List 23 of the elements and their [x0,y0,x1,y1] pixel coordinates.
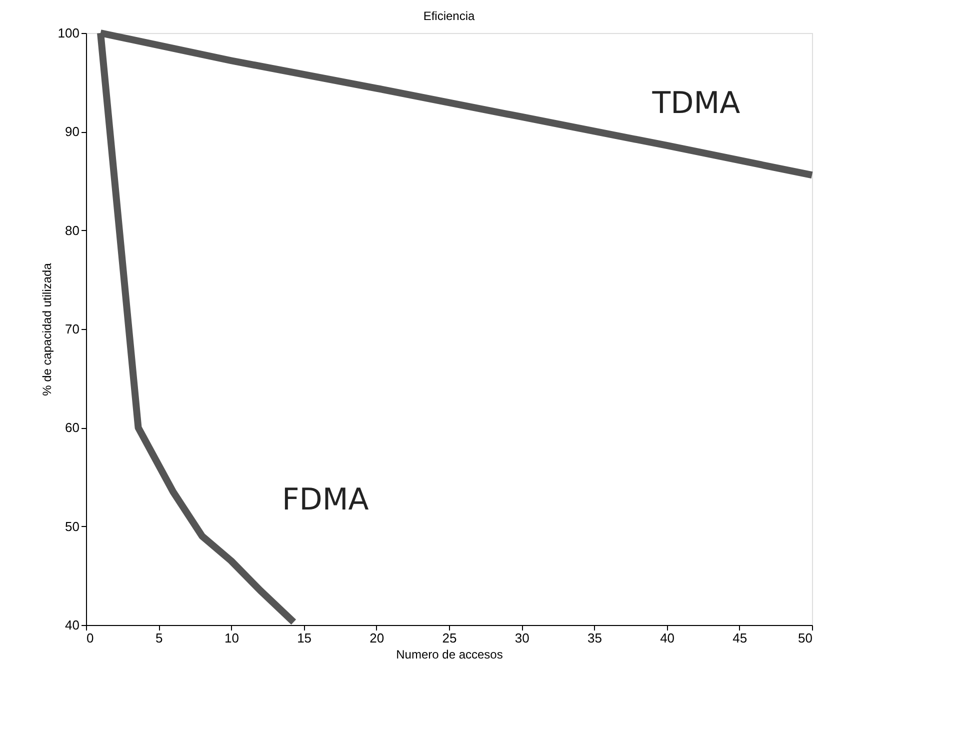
x-tick-label: 40 [660,630,675,646]
y-tick-label: 50 [65,518,80,534]
x-tick-label: 20 [370,630,384,646]
x-tick-label: 5 [155,630,163,646]
x-tick-label: 15 [297,630,312,646]
x-tick-label: 35 [587,630,602,646]
y-tick-label: 100 [58,26,80,40]
x-axis-title: Numero de accesos [396,648,503,662]
y-tick-label: 40 [65,618,80,632]
x-tick-label: 0 [86,630,94,646]
x-tick-label: 45 [732,630,748,646]
y-tick-label: 90 [65,124,80,140]
text: FDMA [282,482,370,518]
y-tick-label: 80 [65,222,80,238]
x-tick-label: 30 [514,630,530,646]
y-tick-label: 60 [65,420,80,436]
x-tick-label: 10 [224,630,239,646]
x-tick-label: 25 [442,630,457,646]
x-tick-label: 50 [798,630,812,646]
y-tick-label: 70 [65,322,80,336]
chart-title: Eficiencia [423,9,476,23]
series-label: TDMA [651,86,741,122]
y-axis-title: % de capacidad utilizada [40,262,54,396]
